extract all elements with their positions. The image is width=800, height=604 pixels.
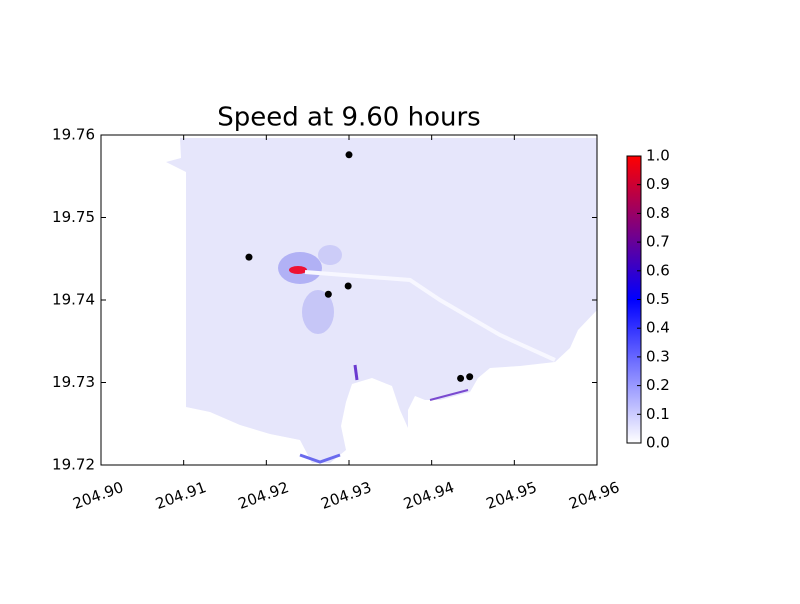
x-tick-label: 204.92	[236, 478, 291, 513]
colorbar-tick-label: 0.8	[646, 204, 670, 222]
field-feature	[289, 266, 307, 274]
x-tick-label: 204.90	[70, 478, 125, 513]
y-tick-label: 19.76	[52, 126, 95, 144]
y-tick-label: 19.72	[52, 456, 95, 474]
colorbar-tick-label: 0.6	[646, 261, 670, 279]
chart-title: Speed at 9.60 hours	[217, 103, 480, 133]
y-tick-label: 19.74	[52, 291, 95, 309]
point	[344, 282, 352, 290]
field-feature	[429, 389, 469, 401]
x-tick-label: 204.93	[318, 478, 373, 513]
colorbar-tick-label: 0.2	[646, 376, 670, 394]
colorbar-tick-label: 0.3	[646, 347, 670, 365]
y-tick-label: 19.75	[52, 208, 95, 226]
breakwater	[304, 270, 556, 362]
field-region	[166, 138, 597, 463]
colorbar-tick-label: 0.5	[646, 290, 670, 308]
point	[245, 253, 253, 261]
point	[457, 374, 465, 382]
x-tick-label: 204.95	[484, 478, 539, 513]
colorbar-tick-label: 0.0	[646, 434, 670, 452]
field-feature	[353, 364, 359, 381]
colorbar-tick-label: 1.0	[646, 147, 670, 165]
point	[345, 151, 353, 159]
point	[324, 290, 332, 298]
colorbar-tick-label: 0.4	[646, 319, 670, 337]
speed-field	[166, 138, 597, 464]
field-feature	[299, 453, 341, 464]
x-tick-label: 204.94	[401, 478, 456, 513]
colorbar-tick-label: 0.1	[646, 405, 670, 423]
field-feature	[302, 290, 334, 334]
field-feature	[318, 245, 342, 265]
colorbar-tick-label: 0.9	[646, 175, 670, 193]
x-tick-label: 204.96	[566, 478, 621, 513]
x-tick-label: 204.91	[153, 478, 208, 513]
colorbar-tick-label: 0.7	[646, 233, 670, 251]
y-tick-label: 19.73	[52, 373, 95, 391]
point	[466, 373, 474, 381]
